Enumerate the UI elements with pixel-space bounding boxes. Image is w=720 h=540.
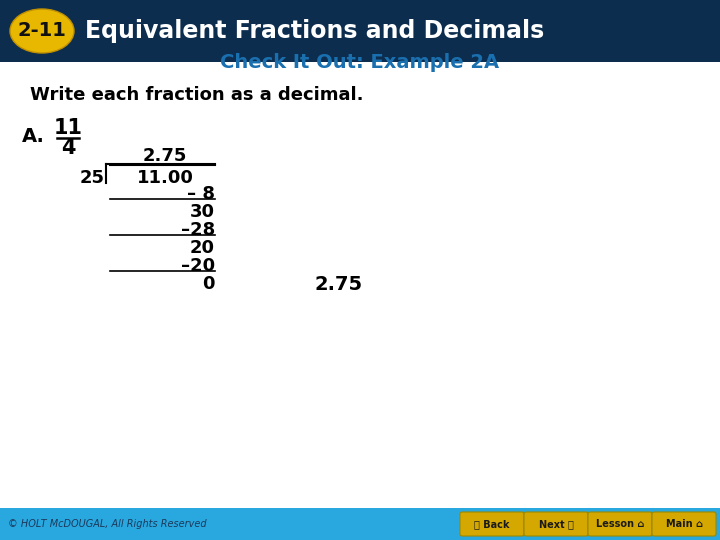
Text: 2.75: 2.75: [143, 147, 187, 165]
FancyBboxPatch shape: [588, 512, 652, 536]
Text: 〈 Back: 〈 Back: [474, 519, 510, 529]
Text: 25: 25: [80, 169, 105, 187]
Text: Main ⌂: Main ⌂: [665, 519, 703, 529]
Text: A.: A.: [22, 126, 45, 145]
Text: 4: 4: [60, 138, 76, 158]
Text: Lesson ⌂: Lesson ⌂: [596, 519, 644, 529]
Text: –28: –28: [181, 221, 215, 239]
Bar: [0, 508, 720, 540]
Text: 20: 20: [190, 239, 215, 257]
FancyBboxPatch shape: [524, 512, 588, 536]
Text: 0: 0: [202, 275, 215, 293]
FancyBboxPatch shape: [460, 512, 524, 536]
Text: Write each fraction as a decimal.: Write each fraction as a decimal.: [30, 86, 364, 104]
Text: 11.00: 11.00: [137, 169, 194, 187]
Text: 11: 11: [53, 118, 83, 138]
FancyBboxPatch shape: [652, 512, 716, 536]
Text: Next 〉: Next 〉: [539, 519, 573, 529]
Text: – 8: – 8: [187, 185, 215, 203]
Text: © HOLT McDOUGAL, All Rights Reserved: © HOLT McDOUGAL, All Rights Reserved: [8, 519, 207, 529]
Text: 2-11: 2-11: [17, 22, 66, 40]
Text: Equivalent Fractions and Decimals: Equivalent Fractions and Decimals: [85, 19, 544, 43]
Bar: [0, 0, 720, 62]
Text: Check It Out: Example 2A: Check It Out: Example 2A: [220, 52, 500, 71]
Ellipse shape: [10, 9, 74, 53]
Text: 2.75: 2.75: [315, 275, 363, 294]
Text: –20: –20: [181, 257, 215, 275]
Text: 30: 30: [190, 203, 215, 221]
